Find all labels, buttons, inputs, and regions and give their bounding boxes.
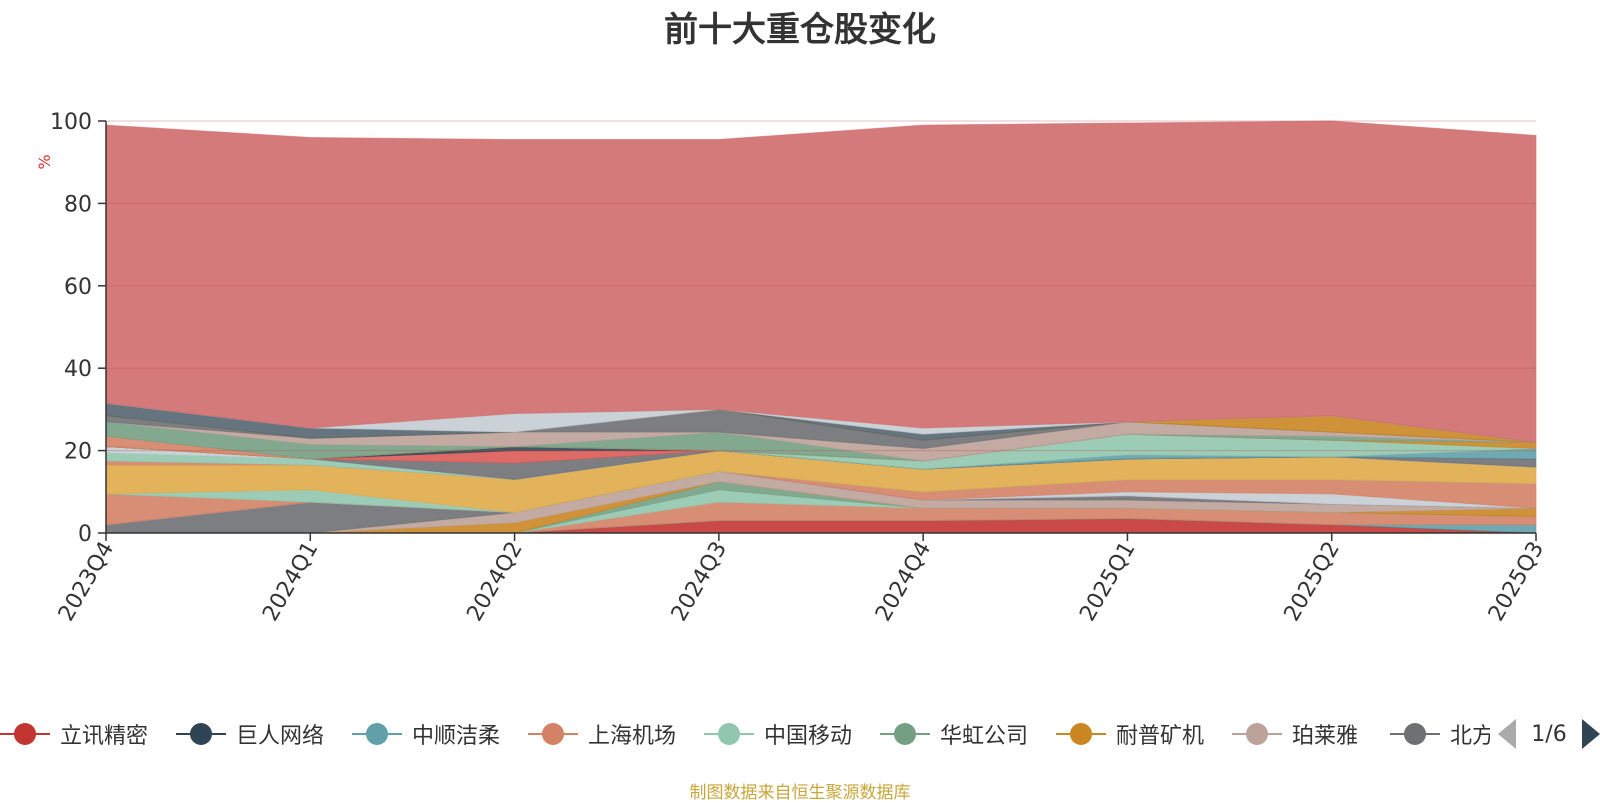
grid-lines <box>106 120 1536 452</box>
legend-label: 中顺洁柔 <box>412 724 501 749</box>
x-tick-label: 2024Q4 <box>871 538 936 626</box>
legend-marker-icon <box>176 723 226 745</box>
y-tick-label: 100 <box>50 110 92 135</box>
y-tick-label: 60 <box>64 275 92 300</box>
y-tick-label: 20 <box>64 440 92 465</box>
x-tick-label: 2025Q2 <box>1280 538 1345 626</box>
x-tick-label: 2023Q4 <box>54 538 119 626</box>
legend-marker-icon <box>0 723 50 745</box>
legend-prev-page-icon[interactable] <box>1498 719 1516 749</box>
legend-marker-icon <box>352 723 402 745</box>
legend-item[interactable]: 华虹公司 <box>880 714 1028 754</box>
legend-marker-icon <box>704 723 754 745</box>
y-tick-label: 40 <box>64 357 92 382</box>
legend-item[interactable]: 巨人网络 <box>176 714 324 754</box>
legend-item[interactable]: 耐普矿机 <box>1056 714 1204 754</box>
legend-item[interactable]: 中顺洁柔 <box>352 714 500 754</box>
legend-marker-icon <box>880 723 930 745</box>
y-tick-label: 80 <box>64 192 92 217</box>
area-series <box>105 120 1537 534</box>
legend-pager: 1/6 <box>1490 714 1600 754</box>
x-tick-label: 2024Q1 <box>258 538 323 626</box>
area-series-32[interactable] <box>105 120 1537 443</box>
x-tick-label: 2024Q3 <box>667 538 732 626</box>
legend-label: 珀莱雅 <box>1292 724 1359 749</box>
legend-marker-icon <box>1232 723 1282 745</box>
legend-label: 中国移动 <box>764 724 853 749</box>
legend-page-indicator: 1/6 <box>1531 721 1567 747</box>
source-note: 制图数据来自恒生聚源数据库 <box>689 783 911 803</box>
y-axis-unit-label: % <box>35 154 54 169</box>
legend-item[interactable]: 立讯精密 <box>0 714 148 754</box>
legend-label: 立讯精密 <box>60 724 149 749</box>
legend-next-page-icon[interactable] <box>1582 719 1600 749</box>
x-tick-label: 2025Q3 <box>1484 538 1549 626</box>
y-tick-label: 0 <box>78 522 92 547</box>
legend-label: 华虹公司 <box>940 724 1029 749</box>
legend-marker-icon <box>1390 723 1440 745</box>
legend-item[interactable]: 中国移动 <box>704 714 852 754</box>
x-tick-label: 2024Q2 <box>462 538 527 626</box>
legend-marker-icon <box>528 723 578 745</box>
x-tick-label: 2025Q1 <box>1075 538 1140 626</box>
legend-label: 耐普矿机 <box>1116 724 1205 749</box>
legend-label: 上海机场 <box>588 724 677 749</box>
legend-item[interactable]: 珀莱雅 <box>1232 714 1358 754</box>
chart-title: 前十大重仓股变化 <box>664 10 936 50</box>
legend-item[interactable]: 上海机场 <box>528 714 676 754</box>
legend-label: 巨人网络 <box>236 724 325 749</box>
legend-marker-icon <box>1056 723 1106 745</box>
legend: 立讯精密巨人网络中顺洁柔上海机场中国移动华虹公司耐普矿机珀莱雅北方华创 <box>0 714 1600 754</box>
